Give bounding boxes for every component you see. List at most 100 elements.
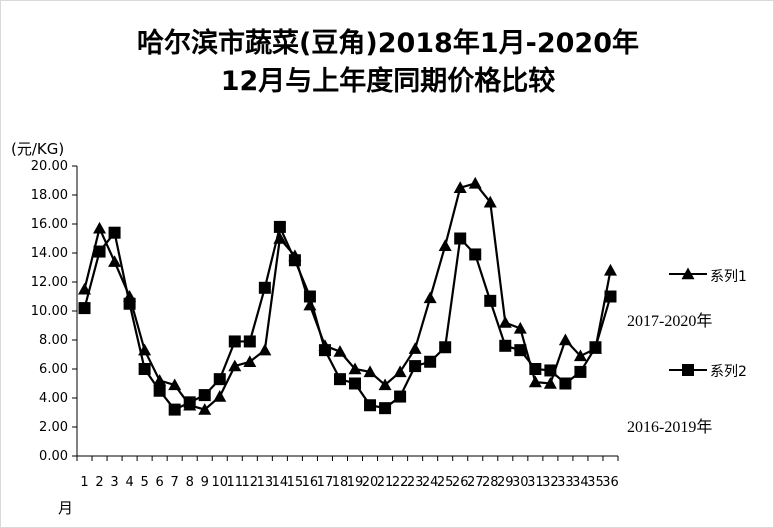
chart-subtitle: 12月与上年度同期价格比较 — [220, 66, 556, 97]
legend-label-series-2: 系列2 — [710, 364, 747, 380]
x-tick-label: 15 — [287, 475, 304, 490]
series-1-point — [438, 239, 452, 251]
y-tick-label: 14.00 — [31, 246, 68, 261]
series-1-point — [528, 375, 542, 388]
series-2-point — [183, 396, 196, 409]
series-2-point — [439, 341, 452, 354]
series-2-point — [138, 363, 151, 375]
series-1-point — [198, 403, 212, 415]
series-1-point — [333, 345, 347, 357]
series-1-point — [573, 349, 587, 362]
x-tick-label: 24 — [422, 475, 439, 490]
x-tick-label: 16 — [302, 475, 319, 490]
series-1-period-note: 2017-2020年 — [627, 313, 713, 330]
series-2-point — [484, 294, 497, 307]
x-tick-label: 31 — [527, 475, 544, 490]
legend-swatch-marker-1 — [681, 267, 695, 280]
series-1-point — [393, 365, 407, 378]
x-tick-label: 19 — [347, 475, 364, 490]
series-1-point — [348, 362, 362, 375]
x-tick-label: 12 — [242, 475, 259, 490]
series-line-1 — [83, 182, 612, 411]
x-tick-label: 36 — [602, 475, 619, 490]
x-tick-label: 22 — [392, 475, 409, 490]
x-tick-label: 23 — [407, 475, 424, 490]
y-tick-label: 2.00 — [39, 420, 68, 435]
series-2-point — [394, 390, 407, 403]
y-tick-label: 12.00 — [31, 275, 68, 290]
series-2-point — [213, 373, 226, 386]
series-2-point — [364, 399, 377, 412]
x-tick-label: 3 — [110, 475, 118, 490]
y-tick-label: 16.00 — [31, 217, 68, 232]
series-2-point — [454, 232, 467, 245]
x-axis-label: 月 — [58, 499, 74, 517]
series-2-point — [228, 335, 241, 348]
series-1-point — [258, 343, 272, 356]
x-tick-label: 1 — [80, 475, 88, 490]
x-tick-label: 7 — [171, 475, 179, 490]
series-1-point — [468, 176, 482, 189]
x-tick-label: 18 — [332, 475, 349, 490]
series-2-point — [424, 355, 437, 368]
series-2-point — [108, 226, 121, 239]
series-1-point — [423, 291, 437, 304]
series-1-point — [558, 333, 572, 346]
series-2-point — [409, 360, 422, 373]
y-tick-label: 10.00 — [31, 304, 68, 319]
series-2-point — [604, 290, 617, 303]
x-tick-label: 9 — [201, 475, 209, 490]
series-1-point — [78, 282, 92, 295]
series-1-point — [363, 365, 377, 378]
x-tick-label: 13 — [257, 475, 274, 490]
y-tick-label: 6.00 — [39, 362, 68, 377]
chart-title: 哈尔滨市蔬菜(豆角)2018年1月-2020年 — [137, 28, 639, 59]
series-1-point — [378, 378, 392, 391]
series-1-point — [228, 359, 242, 372]
series-2-period-note: 2016-2019年 — [627, 419, 713, 436]
x-tick-label: 27 — [467, 475, 484, 490]
x-tick-label: 17 — [317, 475, 334, 490]
x-tick-label: 10 — [211, 475, 228, 490]
series-2-point — [379, 402, 392, 415]
series-2-point — [288, 254, 301, 267]
series-2-point — [168, 403, 181, 416]
y-axis-label: (元/KG) — [11, 140, 65, 158]
series-2-point — [243, 335, 256, 348]
series-2-point — [529, 363, 542, 375]
x-tick-label: 2 — [95, 475, 103, 490]
y-tick-label: 4.00 — [39, 391, 68, 406]
series-1-point — [483, 195, 497, 208]
legend-label-series-1: 系列1 — [710, 269, 747, 285]
series-1-point — [513, 321, 527, 334]
series-2-point — [499, 339, 512, 352]
series-2-point — [469, 248, 482, 261]
series-2-point — [589, 341, 602, 354]
legend-swatch-marker-2 — [682, 364, 694, 376]
x-tick-label: 25 — [437, 475, 454, 490]
series-2-point — [333, 373, 346, 386]
series-1-point — [153, 374, 167, 386]
series-1-point — [498, 316, 512, 328]
x-tick-label: 30 — [512, 475, 529, 490]
series-2-point — [123, 297, 136, 310]
series-1-point — [213, 390, 227, 402]
y-tick-label: 18.00 — [31, 188, 68, 203]
series-1-point — [408, 342, 422, 354]
series-2-point — [544, 364, 557, 377]
series-2-point — [198, 389, 211, 402]
series-1-point — [168, 378, 182, 391]
series-2-point — [93, 245, 106, 258]
series-2-point — [349, 377, 362, 390]
x-tick-label: 35 — [587, 475, 604, 490]
series-1-point — [603, 263, 617, 276]
x-tick-label: 14 — [272, 475, 289, 490]
x-tick-label: 4 — [125, 475, 133, 490]
y-tick-label: 20.00 — [31, 159, 68, 174]
series-2-point — [559, 377, 572, 390]
series-1-point — [243, 355, 257, 367]
series-2-point — [303, 290, 316, 303]
x-tick-label: 6 — [156, 475, 164, 490]
